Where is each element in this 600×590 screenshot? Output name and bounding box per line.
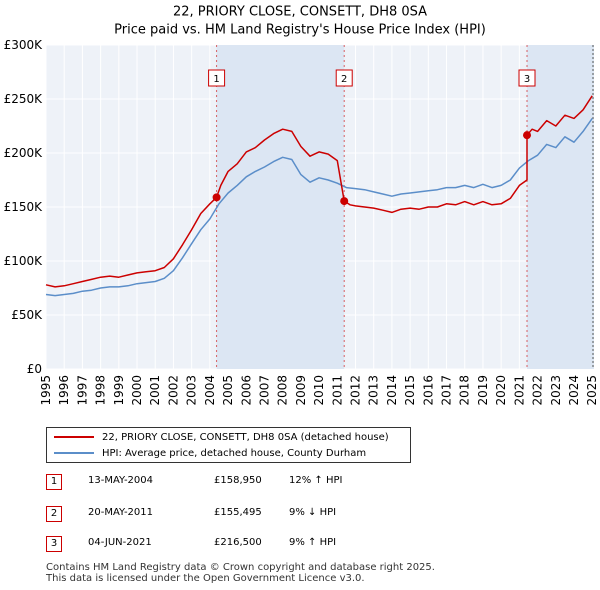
- sale-label-box: [518, 69, 536, 87]
- x-tick-label: 2011: [330, 375, 344, 406]
- legend-label-property: 22, PRIORY CLOSE, CONSETT, DH8 0SA (deta…: [102, 431, 389, 443]
- x-tick-label: 2022: [531, 375, 545, 406]
- x-tick-label: 2000: [130, 375, 144, 406]
- sale-point: [212, 193, 221, 202]
- legend-label-hpi: HPI: Average price, detached house, Coun…: [102, 447, 367, 459]
- chart-subtitle: Price paid vs. HM Land Registry's House …: [114, 23, 486, 38]
- y-tick-label: £250K: [4, 92, 44, 106]
- sale-hpi-diff: 9% ↓ HPI: [289, 507, 337, 518]
- y-tick-label: £50K: [11, 308, 43, 322]
- x-tick-label: 2013: [367, 375, 381, 406]
- sale-date: 20-MAY-2011: [88, 507, 154, 518]
- x-tick-label: 2021: [512, 375, 526, 406]
- sale-label-number: 2: [341, 74, 347, 85]
- sale-price: £216,500: [214, 537, 262, 548]
- chart-title: 22, PRIORY CLOSE, CONSETT, DH8 0SA: [173, 5, 427, 20]
- sale-label-box: [335, 69, 353, 87]
- sale-hpi-diff: 9% ↑ HPI: [289, 537, 337, 548]
- x-tick-label: 2006: [239, 375, 253, 406]
- axis-ticks: £0 £50K £100K £150K £200K £250K £300K 1995 1996 1…: [4, 38, 600, 406]
- x-tick-label: 2023: [549, 375, 563, 406]
- sale-badge: 2: [46, 506, 62, 522]
- ownership-period-3: [527, 45, 594, 369]
- sale-point: [340, 197, 349, 206]
- sale-periods: [216, 45, 594, 369]
- footer-licence: This data is licensed under the Open Gov…: [46, 573, 365, 584]
- x-tick-label: 2003: [185, 375, 199, 406]
- x-tick-label: 2009: [294, 375, 308, 406]
- x-tick-label: 2004: [203, 375, 217, 406]
- x-tick-label: 2005: [221, 375, 235, 406]
- legend-item-property: 22, PRIORY CLOSE, CONSETT, DH8 0SA (deta…: [54, 429, 389, 445]
- sale-date: 13-MAY-2004: [88, 475, 154, 486]
- x-tick-label: 1995: [39, 375, 53, 406]
- x-tick-label: 2015: [403, 375, 417, 406]
- sale-markers: 1 2 3: [208, 69, 536, 206]
- y-tick-label: £150K: [4, 200, 44, 214]
- y-tick-label: £200K: [4, 146, 44, 160]
- x-tick-label: 1999: [112, 375, 126, 406]
- x-tick-label: 2007: [257, 375, 271, 406]
- x-tick-label: 2017: [440, 375, 454, 406]
- x-tick-label: 2016: [421, 375, 435, 406]
- ownership-period-1: [216, 45, 345, 369]
- sale-label-box: [208, 69, 226, 87]
- x-tick-label: 2025: [585, 375, 599, 406]
- x-tick-label: 2020: [494, 375, 508, 406]
- legend-swatch-red: [54, 436, 94, 438]
- x-tick-label: 1997: [75, 375, 89, 406]
- x-tick-label: 2002: [166, 375, 180, 406]
- sale-badge: 3: [46, 536, 62, 552]
- sale-point: [523, 131, 532, 140]
- sale-date: 04-JUN-2021: [88, 537, 152, 548]
- footer-copyright: Contains HM Land Registry data © Crown c…: [46, 562, 435, 573]
- series-lines: [45, 95, 593, 297]
- legend-item-hpi: HPI: Average price, detached house, Coun…: [54, 445, 366, 461]
- sale-badge: 1: [46, 474, 62, 490]
- x-tick-label: 2024: [567, 375, 581, 406]
- x-tick-label: 1998: [94, 375, 108, 406]
- sale-hpi-diff: 12% ↑ HPI: [289, 475, 343, 486]
- hpi-line: [45, 117, 593, 297]
- x-tick-label: 2001: [148, 375, 162, 406]
- sale-label-number: 1: [213, 74, 219, 85]
- legend: 22, PRIORY CLOSE, CONSETT, DH8 0SA (deta…: [46, 427, 411, 463]
- y-tick-label: £300K: [4, 38, 44, 52]
- y-tick-label: £100K: [4, 254, 44, 268]
- x-tick-label: 2019: [476, 375, 490, 406]
- y-tick-label: £0: [27, 362, 42, 376]
- footer: Contains HM Land Registry data © Crown c…: [46, 562, 435, 584]
- x-tick-label: 2018: [458, 375, 472, 406]
- sale-label-number: 3: [524, 74, 530, 85]
- x-tick-label: 2012: [349, 375, 363, 406]
- property-price-line: [45, 95, 593, 288]
- x-tick-label: 2010: [312, 375, 326, 406]
- sale-price: £155,495: [214, 507, 262, 518]
- x-tick-label: 1996: [57, 375, 71, 406]
- x-tick-label: 2014: [385, 375, 399, 406]
- x-tick-label: 2008: [276, 375, 290, 406]
- sale-price: £158,950: [214, 475, 262, 486]
- legend-swatch-blue: [54, 452, 94, 454]
